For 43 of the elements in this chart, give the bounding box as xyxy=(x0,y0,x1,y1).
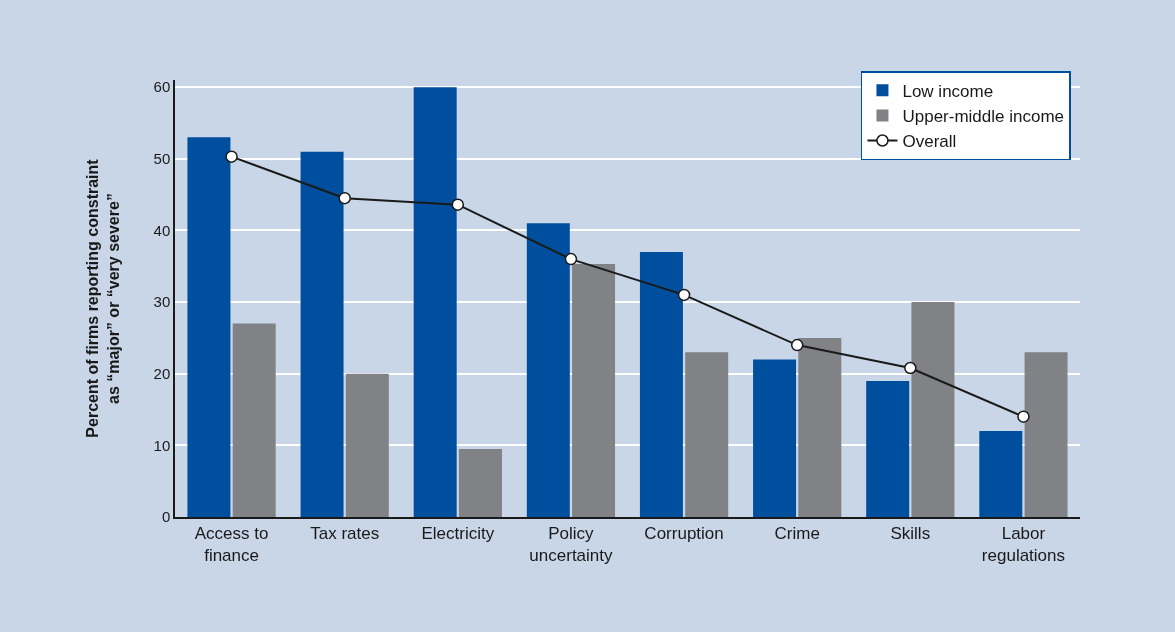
bar xyxy=(979,431,1023,517)
bar xyxy=(526,223,570,517)
bar xyxy=(1024,352,1068,517)
point xyxy=(225,150,238,163)
x-tick-label: Electricity xyxy=(421,524,495,544)
bar xyxy=(413,87,457,517)
x-tick-label: Access to finance xyxy=(194,524,269,566)
y-tick-label: 20 xyxy=(153,364,171,382)
point xyxy=(904,361,917,375)
x-tick-label: Tax rates xyxy=(310,524,380,544)
bar xyxy=(345,373,389,517)
legend-label: Overall xyxy=(902,132,957,152)
point xyxy=(677,288,691,302)
bar xyxy=(187,137,231,517)
legend-label: Low income xyxy=(902,81,994,101)
point xyxy=(564,252,578,266)
legend-label: Upper-middle income xyxy=(902,107,1065,127)
bar xyxy=(572,264,616,517)
bar xyxy=(753,359,797,517)
bar xyxy=(232,323,276,517)
y-tick-label: 60 xyxy=(153,78,171,96)
point xyxy=(1017,410,1030,423)
bar xyxy=(911,302,955,517)
y-tick-label: 10 xyxy=(153,436,171,454)
bar xyxy=(866,380,910,517)
x-tick-label: Corruption xyxy=(644,524,724,544)
bar xyxy=(458,448,502,517)
x-tick-label: Policy uncertainty xyxy=(529,524,614,566)
bar xyxy=(300,151,344,517)
y-axis-title: Percent of firms reporting constraint as “major” or “very severe” xyxy=(84,158,122,438)
point xyxy=(790,338,804,352)
y-tick-label: 30 xyxy=(153,293,171,311)
bar xyxy=(798,337,842,517)
y-tick-label: 0 xyxy=(161,508,171,526)
x-tick-label: Skills xyxy=(890,524,931,544)
y-tick-label: 50 xyxy=(153,150,171,168)
bar xyxy=(685,352,729,517)
bar xyxy=(639,251,683,517)
y-tick-label: 40 xyxy=(153,221,171,239)
point xyxy=(338,191,351,205)
x-tick-label: Labor regulations xyxy=(981,524,1066,566)
x-tick-label: Crime xyxy=(774,524,820,544)
point xyxy=(451,198,465,211)
